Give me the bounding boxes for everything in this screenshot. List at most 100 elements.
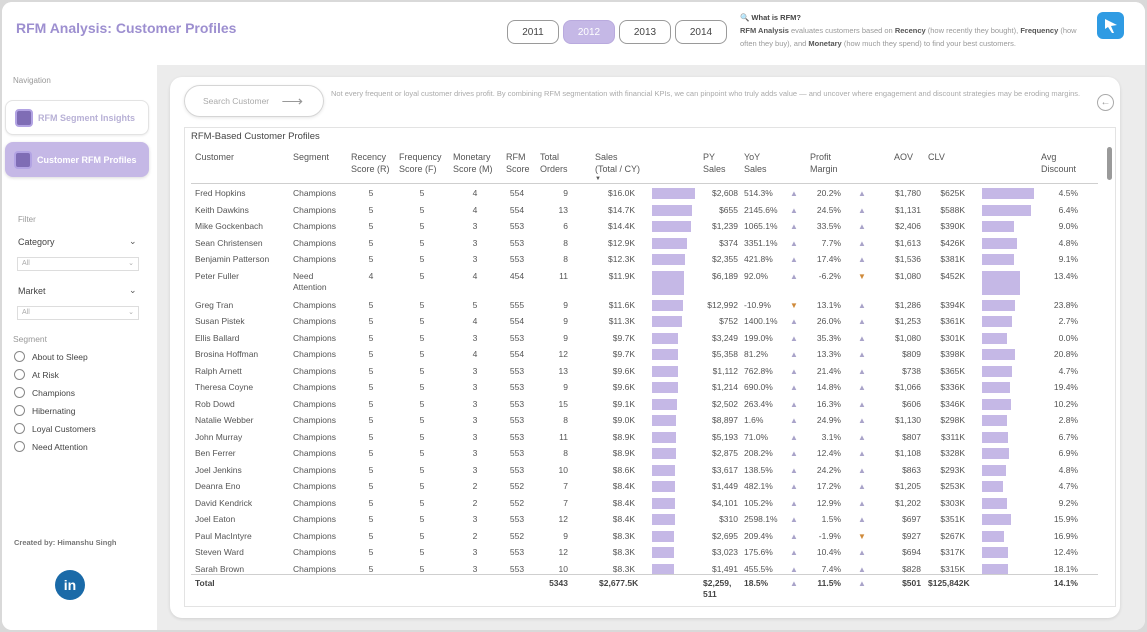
triangle-up-icon: ▲ (858, 383, 866, 392)
cell-discount: 6.9% (1058, 448, 1078, 458)
cell-aov: $1,130 (895, 415, 921, 425)
radio-icon[interactable] (14, 351, 25, 362)
cell-monetary: 4 (472, 316, 478, 326)
cell-frequency: 5 (419, 270, 425, 281)
cell-py-sales: $12,992 (707, 299, 738, 310)
triangle-up-icon: ▲ (790, 465, 798, 475)
cell-aov: $1,613 (895, 237, 921, 248)
radio-icon[interactable] (14, 369, 25, 380)
cell-margin: 24.9% (816, 415, 841, 425)
cell-py-sales: $374 (719, 237, 738, 248)
year-button-2013[interactable]: 2013 (619, 20, 671, 44)
year-button-2011[interactable]: 2011 (507, 20, 559, 44)
cell-aov: $2,406 (895, 221, 921, 231)
back-arrow-icon[interactable]: ← (1097, 94, 1114, 111)
column-header-recency[interactable]: Recency Score (R) (351, 152, 390, 174)
table-scrollbar[interactable] (1107, 147, 1112, 180)
cell-orders: 9 (563, 332, 568, 343)
market-dropdown[interactable]: All ⌄ (17, 306, 139, 320)
cell-customer: Peter Fuller (195, 270, 239, 281)
cell-customer: Rob Dowd (195, 398, 235, 409)
triangle-up-icon: ▲ (790, 189, 798, 198)
cell-yoy: 105.2% (744, 497, 773, 508)
chevron-down-icon[interactable]: ⌄ (129, 236, 137, 246)
radio-icon[interactable] (14, 405, 25, 416)
cell-yoy: 81.2% (744, 349, 769, 359)
cell-rfm: 454 (509, 270, 525, 281)
segment-insights-icon (15, 108, 33, 127)
plane-icon[interactable] (1097, 12, 1124, 39)
cell-frequency: 5 (419, 547, 425, 557)
cell-clv: $253K (940, 481, 965, 491)
radio-icon[interactable] (14, 387, 25, 398)
rfm-info: 🔍 What is RFM? RFM Analysis evaluates cu… (740, 11, 1080, 50)
category-dropdown[interactable]: All ⌄ (17, 257, 139, 271)
column-header-aov[interactable]: AOV (894, 152, 914, 162)
cell-aov: $697 (902, 514, 921, 524)
cell-sales: $11.3K (608, 316, 635, 326)
cell-sales: $11.9K (608, 270, 635, 281)
cell-margin: 1.5% (821, 514, 841, 524)
search-customer-button[interactable]: Search Customer ⟶ (184, 85, 324, 117)
column-header-orders[interactable]: Total Orders (540, 152, 568, 174)
cell-total-orders: 5343 (549, 578, 568, 588)
cell-orders: 11 (559, 431, 568, 442)
column-header-clv[interactable]: CLV (928, 152, 945, 162)
cell-customer: Ellis Ballard (195, 332, 240, 343)
header: RFM Analysis: Customer Profiles 2011 2012… (2, 2, 1145, 65)
column-header-discount[interactable]: Avg Discount (1041, 152, 1077, 174)
column-header-rfm[interactable]: RFM Score (506, 152, 530, 174)
nav-customer-rfm-profiles[interactable]: Customer RFM Profiles (5, 142, 149, 177)
cell-monetary: 3 (472, 464, 478, 475)
linkedin-icon[interactable]: in (55, 570, 85, 600)
year-button-2012[interactable]: 2012 (563, 20, 615, 44)
cell-py-sales: $4,101 (712, 497, 738, 508)
rfm-info-text: evaluates customers based on (788, 26, 895, 35)
sort-down-icon[interactable]: ▼ (595, 176, 601, 182)
column-header-sales[interactable]: Sales (Total / CY) (595, 152, 641, 174)
cell-monetary: 3 (472, 398, 478, 409)
column-header-margin[interactable]: Profit Margin (810, 152, 838, 174)
nav-rfm-segment-insights[interactable]: RFM Segment Insights (5, 100, 149, 135)
cell-segment: Champions (293, 415, 336, 425)
cell-py-sales: $3,249 (712, 332, 738, 343)
cell-rfm: 553 (509, 563, 525, 574)
segment-option[interactable]: Champions (14, 387, 75, 398)
cell-yoy: 3351.1% (744, 237, 778, 248)
year-button-2014[interactable]: 2014 (675, 20, 727, 44)
triangle-up-icon: ▲ (858, 238, 866, 248)
cell-frequency: 5 (419, 398, 425, 409)
column-header-monetary[interactable]: Monetary Score (M) (453, 152, 493, 174)
sales-bar (652, 514, 675, 525)
cell-frequency: 5 (419, 382, 425, 392)
column-header-customer[interactable]: Customer (195, 152, 235, 162)
triangle-up-icon: ▲ (858, 300, 866, 310)
cell-py-sales: $2,608 (712, 188, 738, 198)
cell-yoy: 175.6% (744, 547, 773, 557)
sales-bar (652, 497, 675, 509)
chevron-down-icon[interactable]: ⌄ (129, 285, 137, 295)
segment-option[interactable]: Loyal Customers (14, 423, 96, 434)
segment-option[interactable]: Hibernating (14, 405, 75, 416)
column-header-py_sales[interactable]: PY Sales (703, 152, 726, 174)
segment-option[interactable]: About to Sleep (14, 351, 88, 362)
header-divider (191, 183, 1098, 184)
column-header-yoy[interactable]: YoY Sales (744, 152, 767, 174)
clv-bar (982, 497, 1008, 509)
cell-segment: Champions (293, 514, 336, 524)
clv-bar (982, 481, 1003, 492)
clv-bar (982, 204, 1031, 216)
radio-icon[interactable] (14, 423, 25, 434)
clv-bar (982, 514, 1012, 525)
cell-customer: Brosina Hoffman (195, 349, 259, 359)
segment-option[interactable]: At Risk (14, 369, 59, 380)
column-header-frequency[interactable]: Frequency Score (F) (399, 152, 442, 174)
radio-icon[interactable] (14, 441, 25, 452)
cell-frequency: 5 (419, 316, 425, 326)
cell-rfm: 553 (509, 382, 525, 392)
cell-yoy: 199.0% (744, 332, 773, 343)
column-header-segment[interactable]: Segment (293, 152, 330, 162)
segment-option[interactable]: Need Attention (14, 441, 88, 452)
cell-discount: 13.4% (1053, 270, 1078, 281)
cell-recency: 5 (368, 349, 374, 359)
